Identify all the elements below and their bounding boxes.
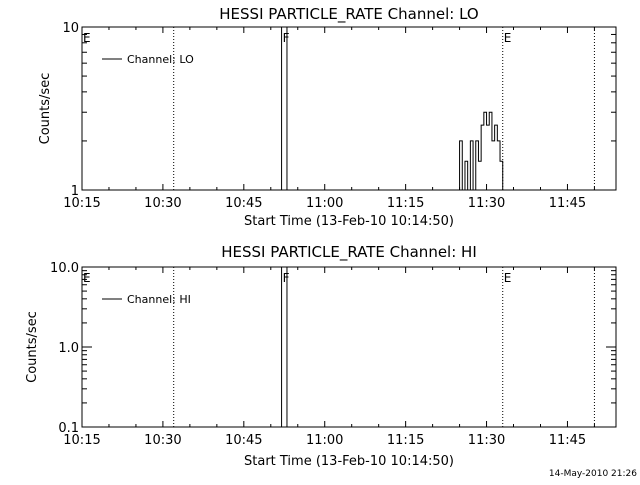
plot-frame xyxy=(81,266,617,428)
x-tick-label: 10:30 xyxy=(144,196,181,211)
y-axis-label: Counts/sec xyxy=(25,311,40,383)
x-axis-label: Start Time (13-Feb-10 10:14:50) xyxy=(244,214,454,229)
x-tick-label: 11:45 xyxy=(549,196,586,211)
event-marker-label: F xyxy=(283,31,290,45)
x-tick-label: 11:00 xyxy=(306,433,343,448)
timestamp-footer: 14-May-2010 21:26 xyxy=(549,469,637,479)
y-tick-label: 1 xyxy=(71,184,79,199)
x-tick-label: 10:30 xyxy=(144,433,181,448)
event-marker-label: F xyxy=(283,271,290,285)
x-axis-label: Start Time (13-Feb-10 10:14:50) xyxy=(244,454,454,469)
y-tick-label: 10.0 xyxy=(50,261,79,276)
panel-hi: HESSI PARTICLE_RATE Channel: HI 10:15 10:3… xyxy=(25,243,617,469)
x-tick-label: 11:45 xyxy=(549,433,586,448)
legend-label: Channel: HI xyxy=(127,293,191,306)
x-tick-label: 10:45 xyxy=(225,433,262,448)
x-tick-label: 10:15 xyxy=(63,196,100,211)
y-tick-label: 10 xyxy=(62,21,79,36)
y-tick-label: 1.0 xyxy=(58,341,79,356)
event-marker-label: E xyxy=(504,271,512,285)
x-tick-label: 11:30 xyxy=(468,433,505,448)
chart-title: HESSI PARTICLE_RATE Channel: LO xyxy=(219,5,478,24)
x-tick-label: 11:15 xyxy=(387,196,424,211)
event-marker-label: E xyxy=(83,31,91,45)
series-line xyxy=(459,111,506,191)
x-tick-label: 11:00 xyxy=(306,196,343,211)
plot-frame xyxy=(81,26,617,191)
x-tick-label: 11:15 xyxy=(387,433,424,448)
x-tick-label: 11:30 xyxy=(468,196,505,211)
event-marker-label: E xyxy=(504,31,512,45)
x-tick-label: 10:15 xyxy=(63,433,100,448)
event-marker-label: E xyxy=(83,271,91,285)
chart-title: HESSI PARTICLE_RATE Channel: HI xyxy=(221,243,477,262)
panel-lo: HESSI PARTICLE_RATE Channel: LO 10:15 10:3… xyxy=(38,5,617,229)
y-tick-label: 0.1 xyxy=(58,421,79,436)
y-axis-label: Counts/sec xyxy=(38,73,53,145)
x-tick-label: 10:45 xyxy=(225,196,262,211)
legend-label: Channel: LO xyxy=(127,53,194,66)
